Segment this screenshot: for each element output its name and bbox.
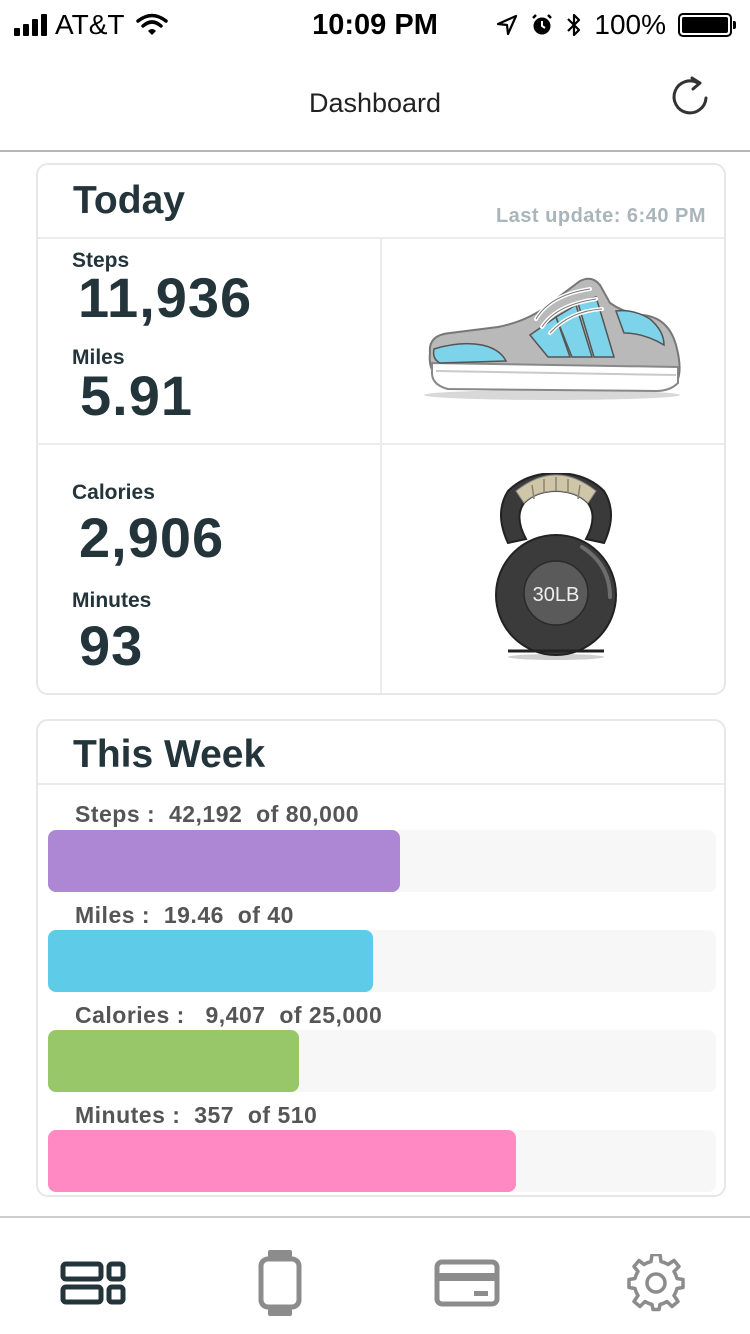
- divider: [380, 237, 382, 693]
- battery-percent: 100%: [594, 9, 666, 40]
- calories-value: 2,906: [79, 506, 225, 569]
- minutes-value: 93: [79, 614, 144, 677]
- weekly-miles-progress-fill: [48, 930, 373, 992]
- today-card: Today Last update: 6:40 PM Steps 11,936 …: [36, 163, 726, 695]
- tab-device[interactable]: [245, 1248, 315, 1318]
- card-icon: [434, 1259, 500, 1307]
- today-title: Today: [73, 179, 185, 222]
- tab-dashboard[interactable]: [58, 1248, 128, 1318]
- this-week-card: This Week Steps : 42,192 of 80,000 Miles…: [36, 719, 726, 1197]
- last-update-label: Last update: 6:40 PM: [495, 205, 706, 227]
- gear-icon: [627, 1254, 685, 1312]
- weekly-minutes-progress-track: [48, 1130, 716, 1192]
- weekly-steps-label: Steps : 42,192 of 80,000: [75, 801, 360, 827]
- weekly-calories-label: Calories : 9,407 of 25,000: [75, 1002, 383, 1028]
- alarm-icon: [532, 14, 553, 35]
- miles-label: Miles: [72, 346, 125, 369]
- dashboard-icon: [60, 1261, 126, 1305]
- tab-wallet[interactable]: [432, 1248, 502, 1318]
- weekly-minutes-label: Minutes : 357 of 510: [75, 1102, 318, 1128]
- sneaker-image: [424, 277, 681, 400]
- refresh-icon: [672, 76, 708, 115]
- weekly-minutes-progress-fill: [48, 1130, 516, 1192]
- page-title: Dashboard: [308, 88, 442, 118]
- weekly-calories-progress-fill: [48, 1030, 300, 1092]
- this-week-title: This Week: [73, 733, 266, 776]
- steps-label: Steps: [72, 249, 130, 272]
- watch-icon: [258, 1250, 302, 1316]
- tab-bar: [0, 1216, 750, 1334]
- miles-value: 5.91: [80, 364, 193, 427]
- nav-bar: Dashboard: [0, 50, 750, 152]
- weekly-calories-progress-track: [48, 1030, 716, 1092]
- refresh-button[interactable]: [668, 74, 712, 118]
- bluetooth-icon: [567, 13, 581, 37]
- divider: [38, 783, 724, 785]
- calories-label: Calories: [72, 481, 155, 504]
- kettlebell-weight-text: 30LB: [533, 584, 580, 606]
- location-icon: [497, 14, 518, 36]
- wifi-icon: [136, 13, 169, 35]
- weekly-miles-label: Miles : 19.46 of 40: [75, 902, 294, 928]
- weekly-steps-progress-fill: [48, 830, 401, 892]
- tab-settings[interactable]: [621, 1248, 691, 1318]
- steps-value: 11,936: [78, 266, 253, 329]
- battery-icon: [678, 13, 736, 37]
- status-bar: AT&T 10:09 PM 100%: [0, 0, 750, 50]
- carrier-label: AT&T: [55, 9, 125, 40]
- weekly-miles-progress-track: [48, 930, 716, 992]
- signal-icon: [14, 14, 47, 36]
- weekly-steps-progress-track: [48, 830, 716, 892]
- minutes-label: Minutes: [72, 589, 152, 612]
- kettlebell-image: 30LB: [495, 473, 617, 660]
